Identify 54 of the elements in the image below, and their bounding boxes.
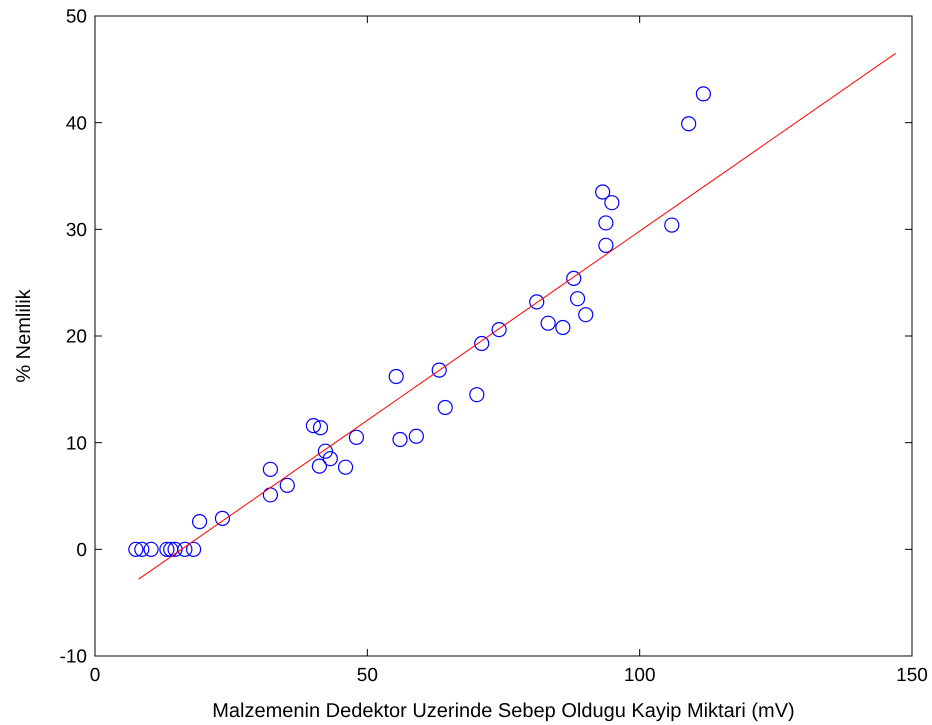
y-tick-label: 20 (66, 326, 87, 348)
point (566, 270, 582, 286)
point (469, 387, 484, 402)
point (681, 116, 696, 132)
point (262, 462, 278, 477)
point (540, 316, 556, 331)
point (306, 418, 322, 434)
point (348, 430, 364, 445)
point (438, 400, 453, 416)
point (529, 294, 544, 310)
point (144, 542, 159, 557)
x-tick-label: 150 (896, 665, 928, 686)
point (432, 362, 447, 378)
point (192, 514, 208, 530)
point (128, 542, 144, 557)
point (555, 320, 570, 336)
point (159, 542, 174, 557)
point (177, 542, 192, 557)
point (570, 291, 586, 306)
point (163, 542, 178, 557)
point (186, 542, 202, 557)
point (492, 322, 507, 338)
point (408, 428, 424, 444)
point (664, 217, 680, 233)
y-tick-label: 40 (66, 113, 87, 134)
point (312, 420, 328, 436)
x-tick-label: 0 (90, 665, 100, 686)
point (578, 307, 594, 322)
y-tick-label: -10 (60, 646, 87, 668)
point (598, 238, 614, 253)
x-axis-title: Malzemenin Dedektor Uzerinde Sebep Oldugu Kayip Miktari (mV) (212, 700, 795, 722)
point (322, 451, 338, 466)
x-tick-label: 100 (624, 665, 656, 686)
y-tick-label: 50 (66, 6, 87, 28)
point (474, 336, 490, 352)
point (696, 86, 711, 102)
point (604, 195, 620, 210)
point (392, 432, 408, 448)
point (338, 460, 354, 475)
y-tick-label: 10 (66, 433, 87, 454)
point (262, 487, 278, 503)
y-tick-label: 0 (76, 540, 87, 561)
point (318, 444, 333, 459)
point (280, 478, 295, 493)
point (595, 184, 610, 200)
y-axis-title: % Nemlilik (13, 288, 35, 383)
x-tick-label: 50 (356, 665, 378, 686)
point (167, 542, 183, 557)
point (214, 510, 230, 526)
point (598, 215, 614, 231)
point (388, 368, 404, 384)
y-tick-label: 30 (66, 220, 87, 241)
point (134, 542, 150, 557)
point (312, 458, 328, 474)
